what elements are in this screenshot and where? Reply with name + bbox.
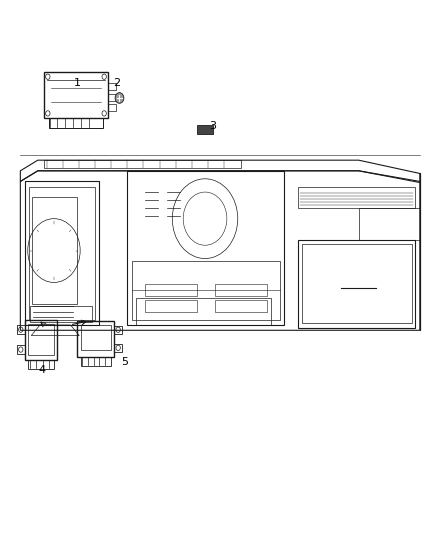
Text: 5: 5 — [122, 357, 129, 367]
Text: 1: 1 — [74, 78, 81, 88]
Text: 2: 2 — [113, 78, 120, 88]
Text: 3: 3 — [209, 120, 216, 131]
Circle shape — [115, 93, 124, 103]
Text: 4: 4 — [39, 365, 46, 375]
Polygon shape — [197, 125, 213, 134]
